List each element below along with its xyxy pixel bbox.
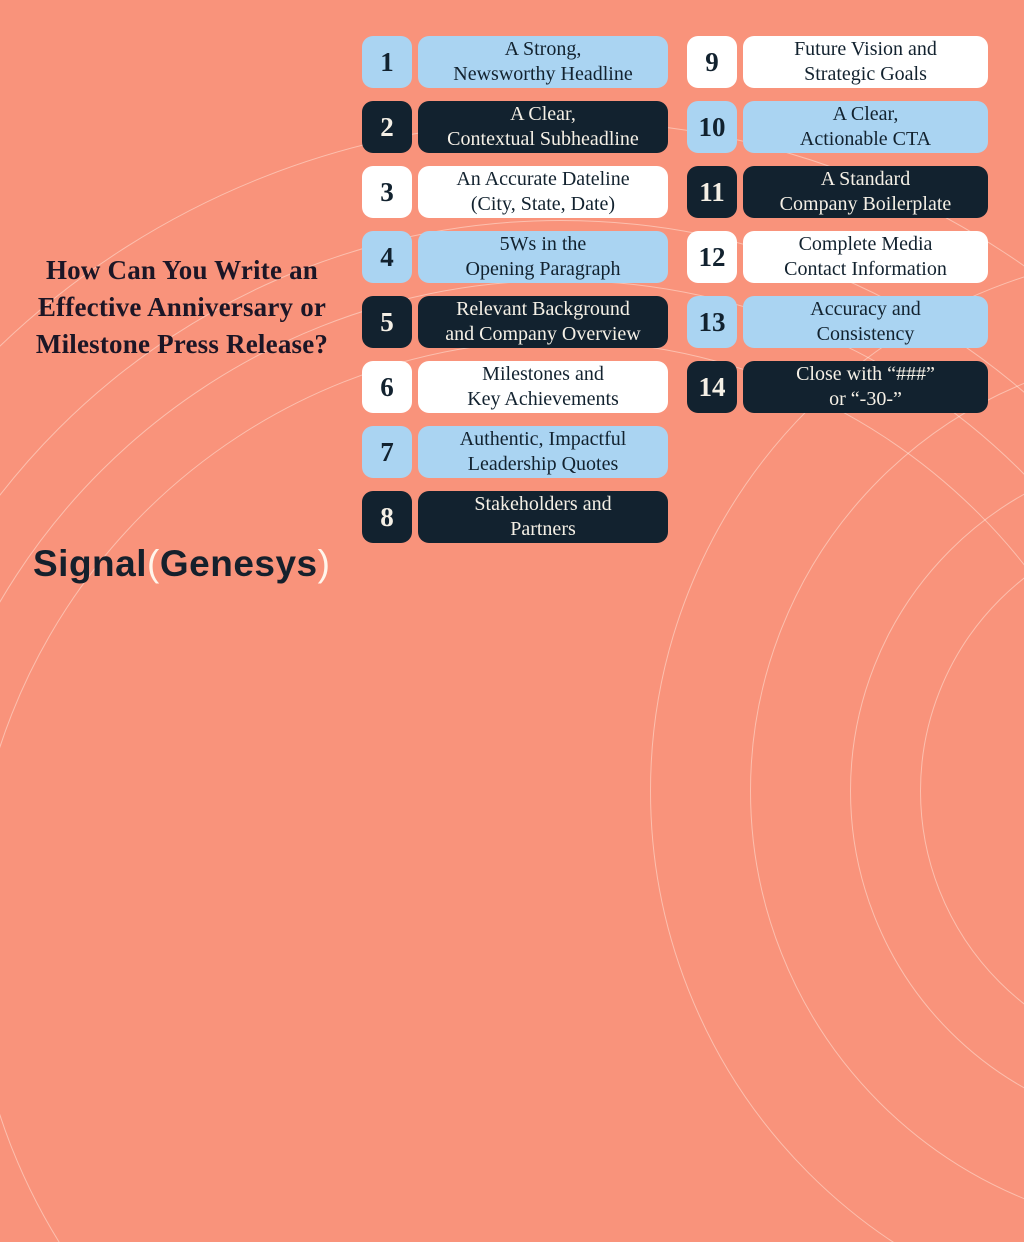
item-number-badge: 11 (687, 166, 737, 218)
item-label: Milestones and Key Achievements (467, 363, 619, 410)
item-label-box: Close with “###” or “-30-” (743, 361, 988, 413)
item-number: 10 (698, 111, 726, 142)
list-item: 10 A Clear, Actionable CTA (687, 101, 988, 153)
list-item: 14 Close with “###” or “-30-” (687, 361, 988, 413)
item-number: 1 (380, 46, 394, 77)
list-item: 2 A Clear, Contextual Subheadline (362, 101, 668, 153)
list-item: 1 A Strong, Newsworthy Headline (362, 36, 668, 88)
item-number-badge: 6 (362, 361, 412, 413)
item-number-badge: 3 (362, 166, 412, 218)
page-title: How Can You Write an Effective Anniversa… (35, 255, 329, 359)
item-number: 4 (380, 241, 394, 272)
brand-logo: Signal(Genesys) (33, 543, 330, 585)
item-number-badge: 8 (362, 491, 412, 543)
item-label-box: A Clear, Contextual Subheadline (418, 101, 668, 153)
item-number: 14 (698, 371, 726, 402)
item-number: 7 (380, 436, 394, 467)
item-label: A Standard Company Boilerplate (779, 168, 952, 215)
item-label: Close with “###” or “-30-” (796, 363, 935, 410)
item-label-box: A Standard Company Boilerplate (743, 166, 988, 218)
item-label: Complete Media Contact Information (784, 233, 947, 280)
item-label-box: Complete Media Contact Information (743, 231, 988, 283)
item-label: 5Ws in the Opening Paragraph (465, 233, 621, 280)
list-item: 3 An Accurate Dateline (City, State, Dat… (362, 166, 668, 218)
logo-brand: Genesys (159, 543, 318, 584)
item-number-badge: 9 (687, 36, 737, 88)
item-number-badge: 5 (362, 296, 412, 348)
item-label-box: Milestones and Key Achievements (418, 361, 668, 413)
infographic-canvas: How Can You Write an Effective Anniversa… (0, 36, 1024, 1242)
item-label: An Accurate Dateline (City, State, Date) (456, 168, 630, 215)
list-item: 8 Stakeholders and Partners (362, 491, 668, 543)
column-items-9-14: 9 Future Vision and Strategic Goals 10 A… (687, 36, 988, 413)
decorative-arc (920, 520, 1024, 1062)
list-item: 9 Future Vision and Strategic Goals (687, 36, 988, 88)
item-label-box: Relevant Background and Company Overview (418, 296, 668, 348)
list-item: 12 Complete Media Contact Information (687, 231, 988, 283)
column-items-1-8: 1 A Strong, Newsworthy Headline 2 A Clea… (362, 36, 668, 543)
decorative-arc (750, 350, 1024, 1232)
logo-close-paren: ) (317, 543, 331, 584)
item-label-box: Stakeholders and Partners (418, 491, 668, 543)
logo-name: Signal (33, 543, 148, 584)
item-number: 5 (380, 306, 394, 337)
item-label: Stakeholders and Partners (474, 493, 612, 540)
item-label: Accuracy and Consistency (810, 298, 921, 345)
item-label: A Strong, Newsworthy Headline (453, 38, 633, 85)
item-number: 9 (705, 46, 719, 77)
item-number-badge: 14 (687, 361, 737, 413)
logo-open-paren: ( (147, 543, 160, 584)
list-item: 6 Milestones and Key Achievements (362, 361, 668, 413)
item-label-box: Accuracy and Consistency (743, 296, 988, 348)
item-number: 3 (380, 176, 394, 207)
item-label-box: Authentic, Impactful Leadership Quotes (418, 426, 668, 478)
item-label-box: 5Ws in the Opening Paragraph (418, 231, 668, 283)
item-number-badge: 7 (362, 426, 412, 478)
item-label-box: Future Vision and Strategic Goals (743, 36, 988, 88)
item-number-badge: 2 (362, 101, 412, 153)
item-label: A Clear, Actionable CTA (799, 103, 932, 150)
item-number: 12 (698, 241, 726, 272)
item-number-badge: 1 (362, 36, 412, 88)
item-number-badge: 13 (687, 296, 737, 348)
item-label-box: A Strong, Newsworthy Headline (418, 36, 668, 88)
list-item: 13 Accuracy and Consistency (687, 296, 988, 348)
list-item: 5 Relevant Background and Company Overvi… (362, 296, 668, 348)
item-label: Future Vision and Strategic Goals (794, 38, 937, 85)
item-number: 11 (699, 176, 725, 207)
item-number-badge: 10 (687, 101, 737, 153)
list-item: 4 5Ws in the Opening Paragraph (362, 231, 668, 283)
item-label: Authentic, Impactful Leadership Quotes (459, 428, 627, 475)
item-number: 6 (380, 371, 394, 402)
item-number: 2 (380, 111, 394, 142)
decorative-arc (850, 450, 1024, 1132)
item-label-box: A Clear, Actionable CTA (743, 101, 988, 153)
item-number: 8 (380, 501, 394, 532)
item-label-box: An Accurate Dateline (City, State, Date) (418, 166, 668, 218)
item-label: A Clear, Contextual Subheadline (447, 103, 639, 150)
item-label: Relevant Background and Company Overview (445, 298, 641, 345)
item-number-badge: 4 (362, 231, 412, 283)
item-number: 13 (698, 306, 726, 337)
list-item: 7 Authentic, Impactful Leadership Quotes (362, 426, 668, 478)
list-item: 11 A Standard Company Boilerplate (687, 166, 988, 218)
item-number-badge: 12 (687, 231, 737, 283)
